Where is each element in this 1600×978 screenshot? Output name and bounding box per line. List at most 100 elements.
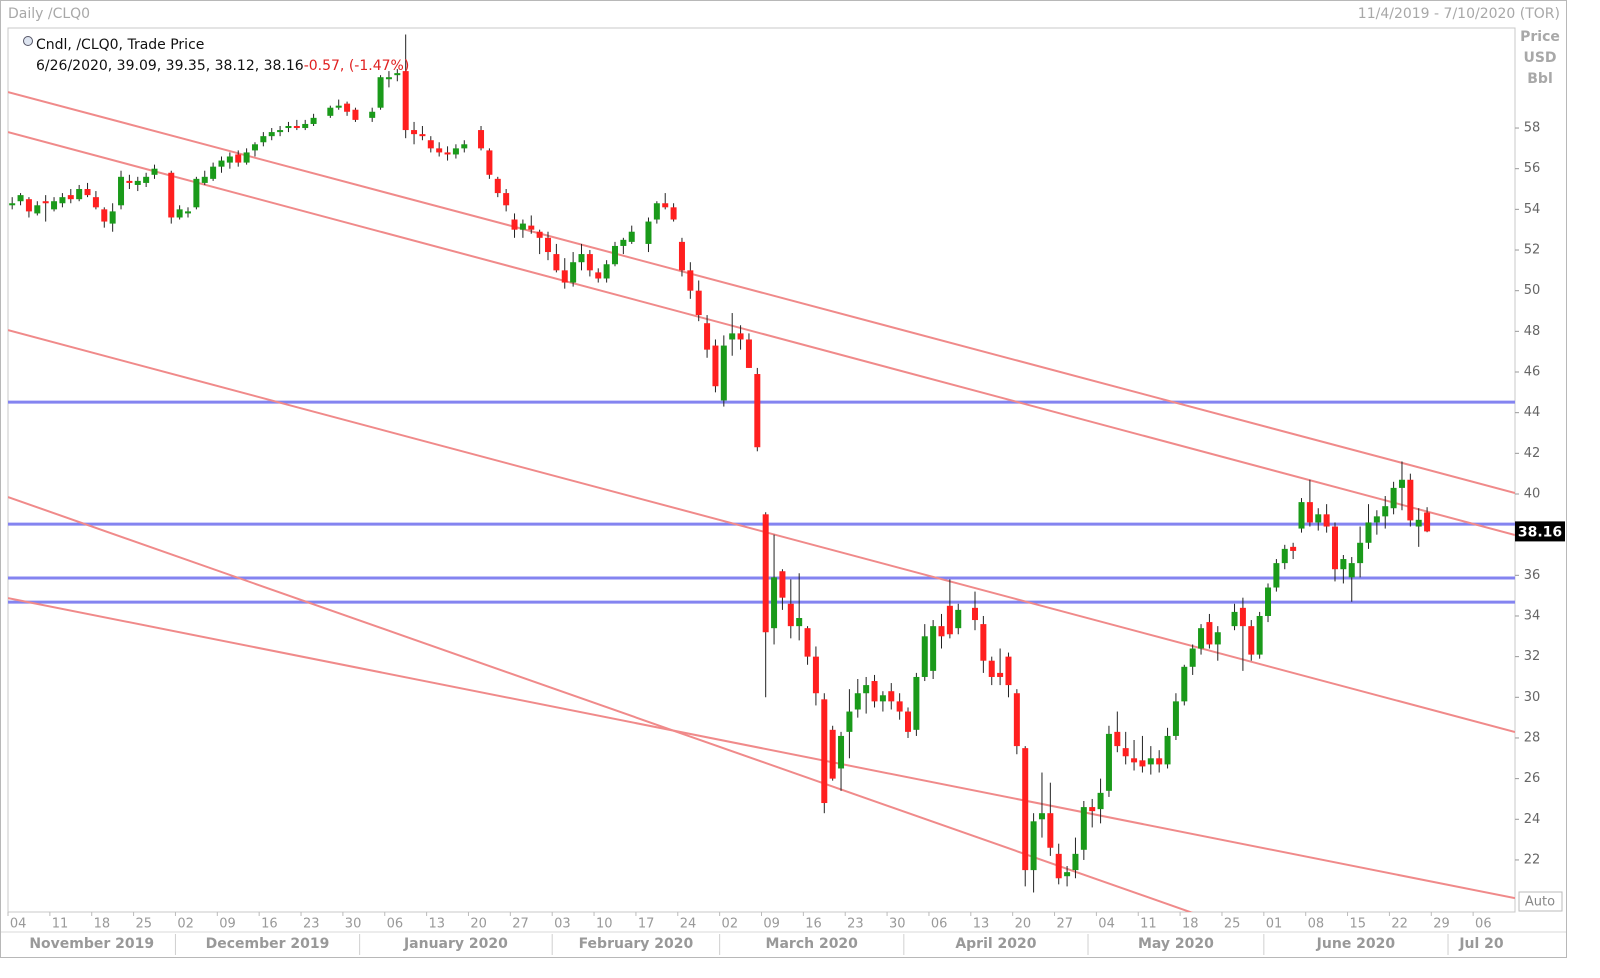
candle-body <box>1331 526 1338 570</box>
y-tick-label: 42 <box>1524 446 1541 461</box>
last-price-tag <box>1515 521 1565 542</box>
candle-body <box>528 225 535 230</box>
auto-label[interactable]: Auto <box>1525 895 1555 910</box>
x-tick-label: 18 <box>1182 917 1199 932</box>
candle-body <box>1131 758 1138 763</box>
candle-body <box>134 180 141 185</box>
candle-body <box>427 140 434 149</box>
candle-body <box>796 618 803 627</box>
candle-body <box>494 178 501 194</box>
candle-body <box>930 626 937 671</box>
candle-body <box>436 148 443 153</box>
plot-layer <box>8 34 1515 912</box>
candle-body <box>210 166 217 179</box>
candle-body <box>1114 731 1121 747</box>
candle-body <box>754 374 761 448</box>
x-tick-label: 13 <box>973 917 990 932</box>
candle-body <box>863 685 870 694</box>
x-tick-label: 30 <box>345 917 362 932</box>
x-tick-label: 23 <box>303 917 320 932</box>
candle-body <box>1206 622 1213 645</box>
candle-body <box>151 168 158 175</box>
candle-body <box>762 514 769 633</box>
candle-body <box>235 154 242 163</box>
x-tick-label: 29 <box>1433 917 1450 932</box>
candle-body <box>1390 487 1397 509</box>
candle-body <box>1290 546 1297 551</box>
candle-body <box>888 691 895 702</box>
candle-body <box>1306 502 1313 523</box>
auto-button[interactable] <box>1518 891 1563 912</box>
candle-body <box>662 203 669 208</box>
x-tick-label: 01 <box>1266 917 1283 932</box>
legend-icon[interactable] <box>23 36 33 46</box>
y-tick-label: 26 <box>1524 771 1541 786</box>
candle-body <box>226 156 233 163</box>
candle-body <box>1398 479 1405 488</box>
x-tick-label: 02 <box>177 917 194 932</box>
x-tick-label: 23 <box>847 917 864 932</box>
candle-body <box>1248 626 1255 655</box>
candle-body <box>168 172 175 218</box>
candle-body <box>1105 733 1112 791</box>
candle-body <box>980 624 987 661</box>
candle-body <box>997 672 1004 677</box>
candle-body <box>1164 735 1171 765</box>
candle-body <box>1198 628 1205 649</box>
candle-body <box>478 130 485 149</box>
candle-body <box>1265 587 1272 616</box>
candle-body <box>335 105 342 108</box>
candle-body <box>1122 748 1129 757</box>
candle-body <box>1348 563 1355 578</box>
candle-body <box>511 219 518 230</box>
candle-body <box>260 136 267 143</box>
x-tick-label: 27 <box>1056 917 1073 932</box>
candle-body <box>285 125 292 129</box>
y-tick-label: 52 <box>1524 243 1541 258</box>
candle-body <box>905 711 912 732</box>
candle-body <box>51 201 58 210</box>
candle-body <box>519 223 526 230</box>
candle-body <box>971 607 978 621</box>
y-tick-label: 34 <box>1524 608 1541 623</box>
candle-body <box>896 701 903 712</box>
x-tick-label: 15 <box>1349 917 1366 932</box>
candle-body <box>586 254 593 271</box>
x-tick-label: 09 <box>219 917 236 932</box>
candle-body <box>812 656 819 694</box>
candle-body <box>536 231 543 238</box>
axis-label: Bbl <box>1527 71 1553 87</box>
x-tick-label: 06 <box>387 917 404 932</box>
candle-body <box>126 180 133 183</box>
x-tick-label: 17 <box>638 917 655 932</box>
channel-line <box>8 496 1194 912</box>
candle-body <box>1097 792 1104 810</box>
candle-body <box>310 117 317 124</box>
month-label: June 2020 <box>1316 936 1396 952</box>
channel-line <box>8 597 1515 900</box>
candle-body <box>34 205 41 214</box>
candle-body <box>946 605 953 635</box>
x-tick-label: 08 <box>1308 917 1325 932</box>
candle-body <box>176 209 183 218</box>
candle-body <box>603 264 610 279</box>
y-tick-label: 32 <box>1524 649 1541 664</box>
candle-body <box>553 254 560 271</box>
candle-body <box>988 660 995 677</box>
candle-body <box>1038 813 1045 820</box>
x-tick-label: 25 <box>135 917 152 932</box>
candle-body <box>1382 506 1389 517</box>
month-label: January 2020 <box>403 936 508 952</box>
candle-body <box>695 290 702 316</box>
candle-body <box>84 189 91 196</box>
candle-body <box>1424 512 1431 532</box>
month-label: May 2020 <box>1138 936 1214 952</box>
month-label: February 2020 <box>579 936 694 952</box>
candle-body <box>243 152 250 163</box>
x-tick-label: 02 <box>722 917 739 932</box>
candle-body <box>1273 563 1280 588</box>
x-tick-label: 04 <box>10 917 27 932</box>
x-tick-label: 09 <box>763 917 780 932</box>
candle-body <box>118 176 125 206</box>
candle-body <box>1139 760 1146 767</box>
